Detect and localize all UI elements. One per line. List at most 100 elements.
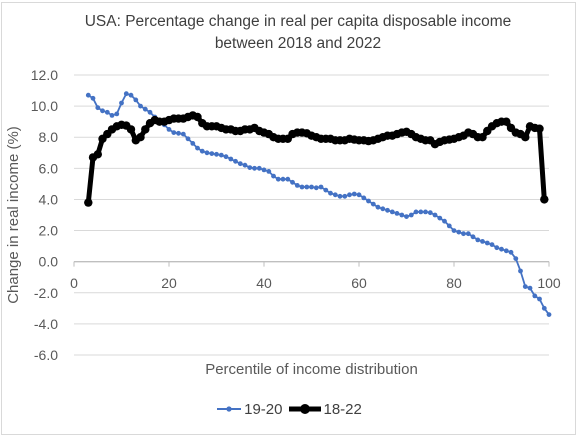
data-point-18-22: [502, 117, 511, 126]
data-point-19-20: [242, 162, 248, 168]
y-tick-label: -2.0: [34, 285, 58, 301]
data-point-19-20: [541, 305, 547, 311]
data-point-19-20: [399, 212, 405, 218]
data-point-19-20: [389, 209, 395, 215]
data-point-18-22: [193, 112, 202, 122]
data-point-19-20: [489, 242, 495, 248]
data-point-19-20: [342, 193, 348, 199]
data-point-19-20: [465, 231, 471, 237]
data-point-19-20: [290, 179, 295, 185]
y-tick-label: 4.0: [39, 191, 59, 207]
data-point-19-20: [138, 103, 143, 109]
data-point-19-20: [442, 218, 447, 224]
data-point-19-20: [142, 106, 148, 112]
data-point-19-20: [166, 127, 172, 132]
data-point-19-20: [356, 192, 362, 198]
data-point-19-20: [147, 109, 153, 115]
data-point-19-20: [318, 184, 324, 190]
data-point-19-20: [171, 130, 177, 135]
x-axis-title: Percentile of income distribution: [205, 361, 418, 378]
data-point-19-20: [180, 131, 186, 137]
data-point-19-20: [370, 201, 376, 207]
y-tick-label: 12.0: [31, 67, 58, 83]
data-point-19-20: [275, 176, 281, 182]
data-point-19-20: [176, 130, 181, 136]
data-point-19-20: [218, 152, 224, 158]
data-point-18-22: [535, 124, 544, 133]
data-point-19-20: [104, 109, 110, 115]
x-tick-label: 20: [161, 275, 177, 291]
data-point-19-20: [470, 234, 476, 240]
data-point-19-20: [437, 215, 443, 221]
data-point-19-20: [280, 176, 286, 182]
x-tick-label: 100: [537, 275, 561, 291]
data-point-19-20: [494, 245, 500, 251]
data-point-19-20: [328, 190, 333, 196]
y-tick-label: -4.0: [34, 316, 58, 332]
data-point-19-20: [503, 248, 509, 254]
data-point-19-20: [95, 105, 101, 111]
data-point-19-20: [394, 211, 400, 216]
data-point-19-20: [214, 151, 219, 157]
data-point-19-20: [195, 145, 200, 151]
data-point-19-20: [109, 113, 115, 118]
data-point-19-20: [375, 204, 381, 210]
data-point-18-22: [84, 198, 93, 207]
data-point-19-20: [532, 293, 538, 299]
data-point-19-20: [114, 111, 120, 117]
data-point-19-20: [508, 249, 514, 255]
data-point-19-20: [527, 285, 533, 291]
series-line-19-20: [87, 92, 550, 316]
data-point-19-20: [451, 228, 457, 234]
data-point-19-20: [427, 210, 433, 216]
legend-marker-19-20: [217, 406, 242, 412]
x-tick-label: 60: [351, 275, 367, 291]
data-point-19-20: [90, 95, 96, 101]
data-point-19-20: [209, 151, 215, 157]
data-point-19-20: [204, 150, 210, 156]
y-tick-label: 2.0: [39, 223, 59, 239]
x-tick-label: 0: [70, 275, 78, 291]
x-tick-label: 40: [256, 275, 272, 291]
data-point-19-20: [228, 156, 234, 162]
data-point-19-20: [100, 108, 105, 114]
data-point-19-20: [347, 192, 352, 198]
data-point-19-20: [456, 229, 462, 235]
data-point-19-20: [332, 192, 338, 198]
data-point-19-20: [423, 209, 428, 215]
data-point-19-20: [408, 212, 414, 218]
data-point-19-20: [185, 136, 191, 142]
data-point-19-20: [119, 100, 124, 106]
data-point-19-20: [266, 169, 272, 174]
y-tick-label: 8.0: [39, 129, 59, 145]
line-chart: -6.0 -4.0 -2.0 0.0 2.0 4.0 6.0 8.0 10.0 12.0 0 20 40…: [5, 67, 561, 378]
data-point-18-22: [141, 125, 150, 134]
data-point-19-20: [199, 148, 205, 154]
data-point-19-20: [123, 91, 129, 97]
data-point-19-20: [309, 184, 314, 190]
data-point-19-20: [413, 209, 419, 215]
data-point-19-20: [380, 206, 386, 212]
data-point-19-20: [484, 240, 490, 246]
data-point-19-20: [285, 176, 291, 182]
data-point-19-20: [361, 195, 367, 201]
data-point-19-20: [499, 246, 504, 252]
data-point-19-20: [190, 141, 196, 146]
data-point-18-22: [521, 133, 530, 142]
chart-title: USA: Percentage change in real per capit…: [84, 13, 512, 52]
y-tick-label: 6.0: [39, 160, 59, 176]
data-point-19-20: [513, 256, 519, 261]
data-point-19-20: [385, 207, 390, 213]
data-point-18-22: [126, 125, 136, 134]
data-point-19-20: [256, 165, 262, 171]
data-point-19-20: [537, 296, 542, 302]
data-point-19-20: [475, 237, 481, 243]
data-point-19-20: [261, 167, 267, 173]
data-point-18-22: [136, 133, 145, 142]
data-point-18-22: [478, 133, 487, 142]
data-point-19-20: [461, 231, 466, 237]
legend-item-19-20: 19-20: [217, 401, 283, 418]
chart-frame: USA: Percentage change in real per capit…: [1, 2, 576, 435]
data-point-19-20: [247, 165, 253, 171]
y-tick-label: -6.0: [34, 347, 58, 363]
